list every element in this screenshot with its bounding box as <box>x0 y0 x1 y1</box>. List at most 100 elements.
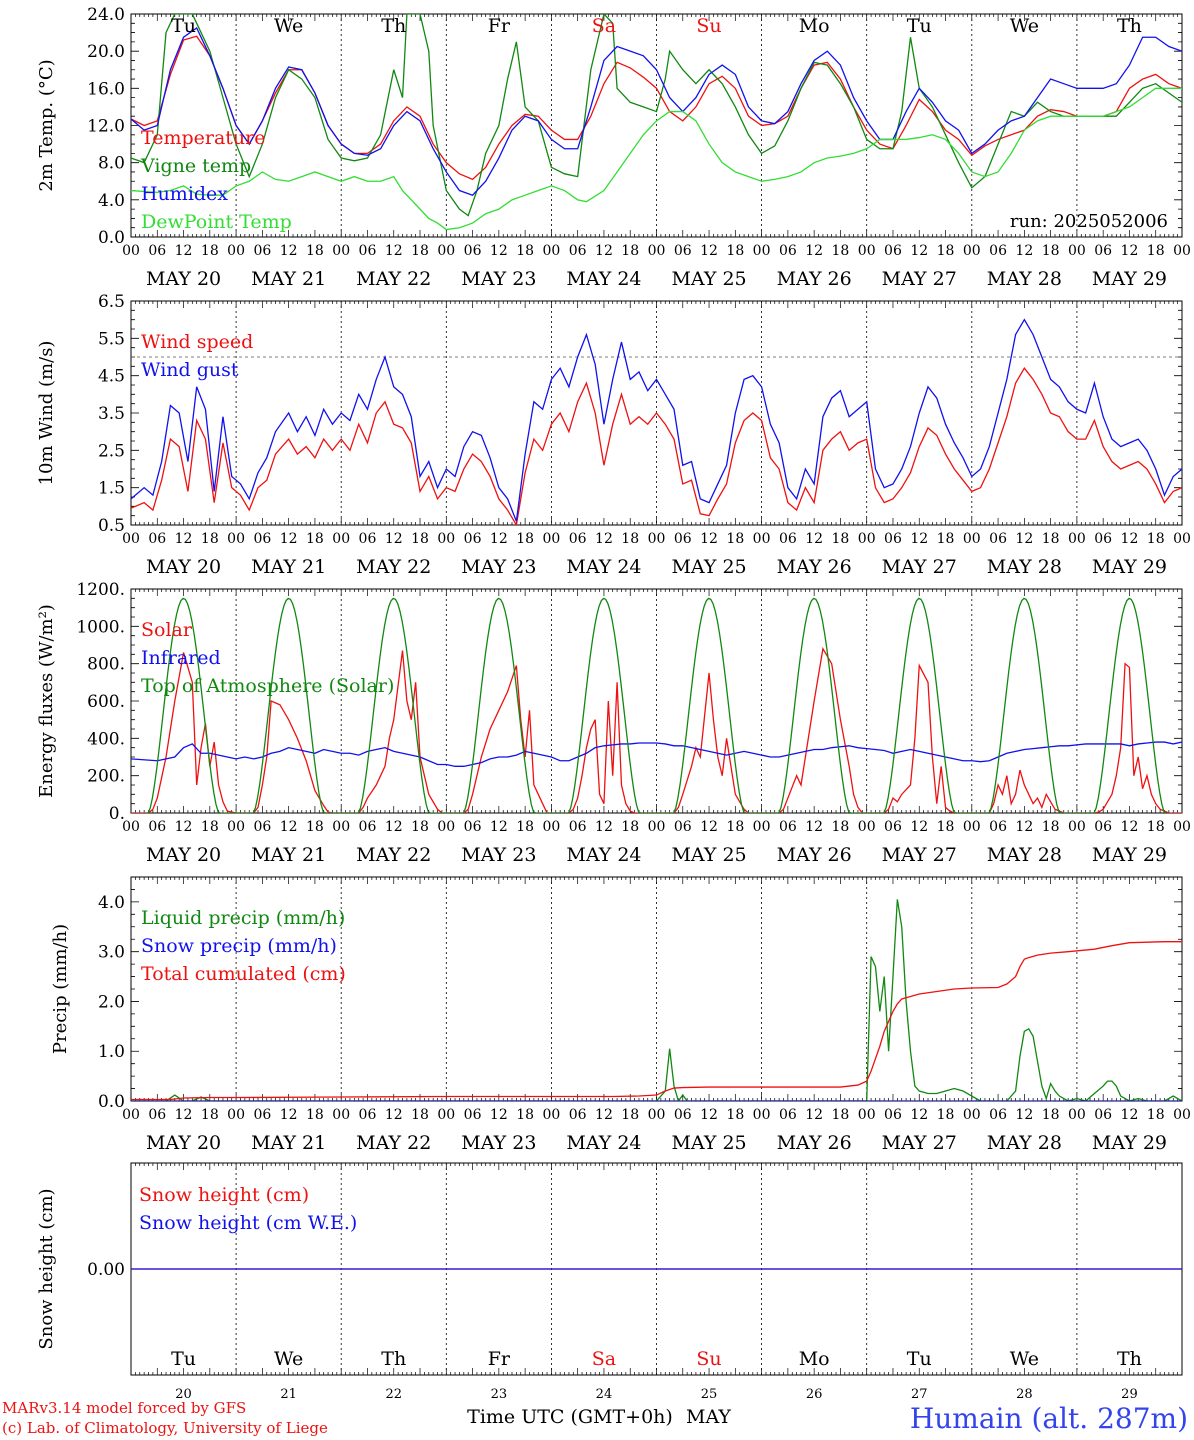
date-label: MAY 20 <box>146 1132 221 1154</box>
day-number: 28 <box>1016 1387 1033 1402</box>
hour-tick-label: 00 <box>1173 531 1191 547</box>
hour-tick-label: 00 <box>753 819 771 835</box>
series-wind-speed <box>131 367 1182 525</box>
y-tick-labels: 0.0 1.0 2.0 3.0 4.0 <box>98 893 125 1112</box>
weekday-label: Mo <box>799 15 830 37</box>
y-tick-label: 400. <box>87 729 125 749</box>
x-ticks <box>130 14 1183 237</box>
weekday-label: Th <box>381 15 406 37</box>
weekday-label: Tu <box>171 15 196 37</box>
hour-tick-label: 18 <box>726 531 744 547</box>
station-name: Humain (alt. 287m) <box>910 1402 1188 1435</box>
hour-tick-label: 06 <box>253 1107 271 1123</box>
hour-tick-label: 12 <box>805 1107 823 1123</box>
hour-tick-label: 00 <box>1173 819 1191 835</box>
hour-tick-label: 06 <box>569 819 587 835</box>
hour-tick-label: 00 <box>437 819 455 835</box>
hour-tick-label: 12 <box>280 1107 298 1123</box>
y-tick-label: 8.0 <box>98 154 125 174</box>
hour-tick-label: 06 <box>253 243 271 259</box>
hour-tick-label: 06 <box>779 819 797 835</box>
hour-tick-label: 18 <box>937 1107 955 1123</box>
hour-tick-label: 00 <box>963 1107 981 1123</box>
y-tick-label: 20.0 <box>87 42 125 62</box>
hour-tick-label: 06 <box>674 819 692 835</box>
date-labels: MAY 20 MAY 21 MAY 22 MAY 23 MAY 24 MAY 25 MAY … <box>146 1132 1167 1154</box>
hour-tick-label: 12 <box>175 243 193 259</box>
series-liquid-precip-mm-h- <box>131 899 1182 1101</box>
hour-tick-labels: 00 06 12 18 00 06 12 18 00 06 12 18 00 06 12 18 00 06 12 18… <box>122 1107 1191 1123</box>
hour-tick-labels: 00 06 12 18 00 06 12 18 00 06 12 18 00 06 12 18 00 06 12 18… <box>122 819 1191 835</box>
hour-tick-label: 18 <box>1147 243 1165 259</box>
x-axis-month: MAY <box>686 1406 731 1428</box>
hour-tick-labels: 00 06 12 18 00 06 12 18 00 06 12 18 00 06 12 18 00 06 12 18… <box>122 531 1191 547</box>
y-tick-labels: 0. 200. 400. 600. 800. 1000. 1200. <box>76 580 125 824</box>
x-axis-title: Time UTC (GMT+0h) <box>467 1406 673 1428</box>
date-label: MAY 25 <box>671 844 746 866</box>
hour-tick-label: 12 <box>805 819 823 835</box>
hour-tick-label: 18 <box>832 531 850 547</box>
hour-tick-label: 06 <box>359 819 377 835</box>
y-tick-labels: 0.5 1.5 2.5 3.5 4.5 5.5 6.5 <box>98 292 125 536</box>
hour-tick-label: 18 <box>621 243 639 259</box>
legend-item: Wind speed <box>141 331 253 353</box>
hour-tick-label: 12 <box>1121 819 1139 835</box>
weekday-label: We <box>274 15 303 37</box>
hour-tick-label: 18 <box>1147 531 1165 547</box>
hour-tick-label: 00 <box>1068 531 1086 547</box>
hour-tick-label: 18 <box>306 819 324 835</box>
date-label: MAY 23 <box>461 1132 536 1154</box>
day-number: 25 <box>701 1387 718 1402</box>
hour-tick-label: 18 <box>516 243 534 259</box>
hour-tick-label: 18 <box>937 243 955 259</box>
hour-tick-label: 00 <box>227 1107 245 1123</box>
y-tick-labels: 0.00 <box>87 1260 125 1280</box>
y-tick-label: 5.5 <box>98 329 125 349</box>
date-label: MAY 21 <box>251 268 326 290</box>
series-wind-gust <box>131 318 1182 522</box>
hour-tick-label: 12 <box>385 819 403 835</box>
y-tick-label: 0.0 <box>98 228 125 248</box>
y-ticks <box>131 13 1182 238</box>
legend: Temperature Vigne temp Humidex DewPoint Tem… <box>140 127 292 233</box>
hour-tick-label: 06 <box>989 531 1007 547</box>
y-tick-label: 4.5 <box>98 367 125 387</box>
date-label: MAY 20 <box>146 268 221 290</box>
y-tick-label: 0.0 <box>98 1092 125 1112</box>
weekday-label: Tu <box>907 1348 932 1370</box>
hour-tick-label: 12 <box>1015 243 1033 259</box>
hour-tick-label: 12 <box>910 819 928 835</box>
hour-tick-label: 12 <box>490 1107 508 1123</box>
date-label: MAY 21 <box>251 844 326 866</box>
hour-tick-label: 18 <box>411 1107 429 1123</box>
hour-tick-label: 12 <box>280 243 298 259</box>
date-labels: MAY 20 MAY 21 MAY 22 MAY 23 MAY 24 MAY 25 MAY … <box>146 844 1167 866</box>
hour-tick-label: 06 <box>359 1107 377 1123</box>
weekday-label: Su <box>696 15 721 37</box>
hour-tick-label: 18 <box>201 1107 219 1123</box>
weekday-label: We <box>274 1348 303 1370</box>
legend-item: Top of Atmosphere (Solar) <box>141 675 394 697</box>
hour-tick-label: 12 <box>595 531 613 547</box>
hour-tick-label: 00 <box>227 243 245 259</box>
y-tick-label: 4.0 <box>98 893 125 913</box>
hour-tick-label: 12 <box>910 243 928 259</box>
hour-tick-label: 18 <box>726 1107 744 1123</box>
hour-tick-label: 12 <box>280 819 298 835</box>
hour-tick-label: 00 <box>858 819 876 835</box>
x-ticks <box>130 877 1183 1101</box>
hour-tick-label: 00 <box>542 531 560 547</box>
hour-tick-label: 06 <box>359 531 377 547</box>
day-number: 21 <box>280 1387 297 1402</box>
hour-tick-label: 12 <box>1121 1107 1139 1123</box>
hour-tick-label: 06 <box>148 243 166 259</box>
hour-tick-label: 00 <box>858 1107 876 1123</box>
date-label: MAY 22 <box>356 268 431 290</box>
hour-tick-label: 18 <box>201 531 219 547</box>
date-label: MAY 27 <box>882 844 957 866</box>
date-label: MAY 27 <box>882 556 957 578</box>
date-label: MAY 28 <box>987 844 1062 866</box>
model-credit: MARv3.14 model forced by GFS <box>2 1399 246 1417</box>
weekday-label: Fr <box>488 1348 511 1370</box>
